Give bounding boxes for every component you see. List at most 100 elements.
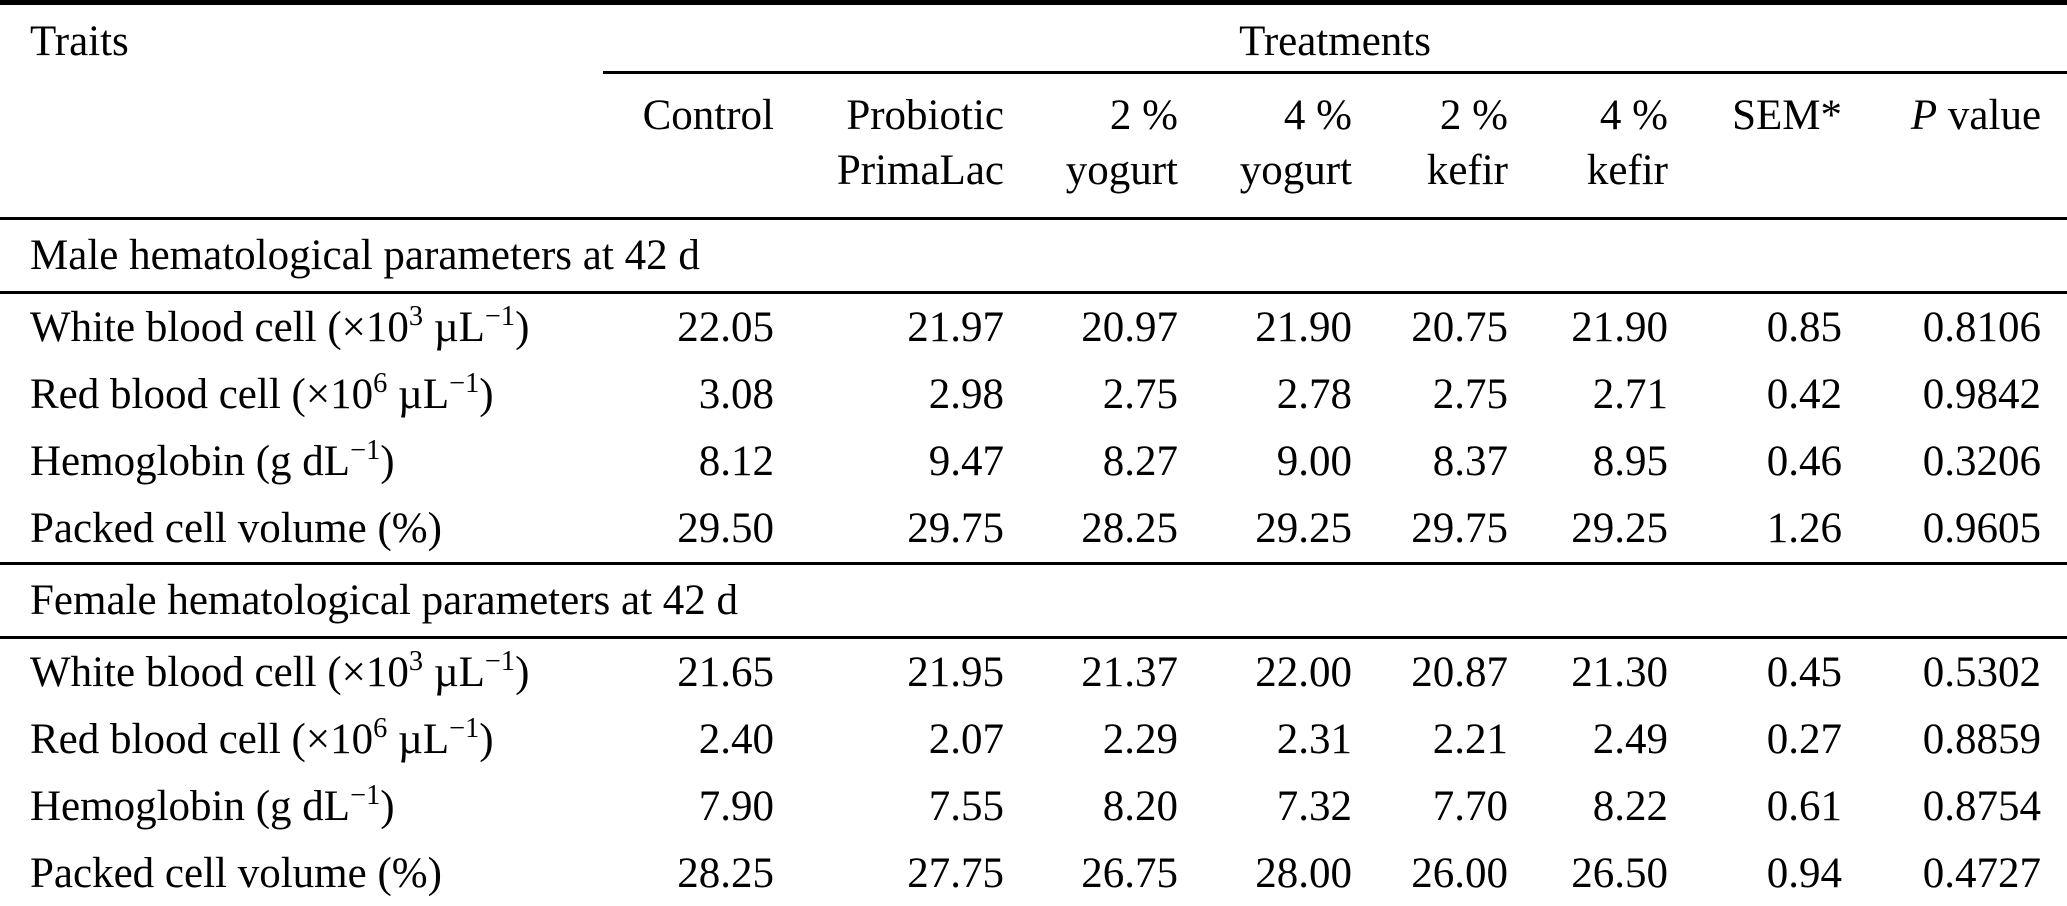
trait-text: ) [380, 438, 395, 485]
trait-superscript: −1 [350, 435, 381, 467]
value-cell: 26.00 [1411, 850, 1508, 897]
value-cell: 29.25 [1571, 505, 1668, 552]
trait-superscript: 3 [408, 301, 424, 333]
trait-text: Red blood cell (×10 [30, 371, 374, 418]
table-row: White blood cell (×103 µL−1) 22.05 21.97 20… [0, 293, 2067, 362]
value-cell: 0.5302 [1922, 649, 2042, 696]
value-cell: 2.98 [928, 371, 1004, 418]
trait-text: ) [515, 649, 530, 696]
value-cell: 8.27 [1102, 438, 1178, 485]
table-row: Red blood cell (×106 µL−1) 2.40 2.07 2.29 2.… [0, 706, 2067, 773]
trait-text: Hemoglobin (g dL [30, 438, 351, 485]
value-cell: 0.8106 [1922, 304, 2042, 351]
value-cell: 22.00 [1255, 649, 1352, 696]
trait-superscript: −1 [449, 368, 480, 400]
section-title: Male hematological parameters at 42 d [30, 232, 700, 279]
value-cell: 20.97 [1081, 304, 1178, 351]
section-male: Male hematological parameters at 42 d [0, 219, 2067, 293]
value-cell: 21.97 [907, 304, 1004, 351]
treatments-group-header: Treatments [603, 2, 2067, 74]
trait-label: Hemoglobin (g dL−1) [0, 428, 603, 495]
column-header-2pct-yogurt: 2 % yogurt [1010, 73, 1184, 219]
column-header-line1: 2 % [1109, 92, 1178, 139]
column-header-line2: yogurt [1065, 147, 1178, 194]
trait-text: µL [387, 716, 450, 763]
table-row: Hemoglobin (g dL−1) 7.90 7.55 8.20 7.32 7.70 8… [0, 773, 2067, 840]
value-cell: 21.65 [677, 649, 774, 696]
section-title-row: Male hematological parameters at 42 d [0, 219, 2067, 293]
value-cell: 0.8859 [1922, 716, 2042, 763]
table-row: Hemoglobin (g dL−1) 8.12 9.47 8.27 9.00 8.37 8… [0, 428, 2067, 495]
trait-text: µL [423, 649, 485, 696]
trait-text: ) [479, 371, 494, 418]
trait-superscript: 6 [373, 368, 388, 400]
value-cell: 21.30 [1571, 649, 1668, 696]
section-female-data: White blood cell (×103 µL−1) 21.65 21.95 21… [0, 638, 2067, 906]
trait-label: Packed cell volume (%) [0, 495, 603, 564]
trait-text: ) [479, 716, 494, 763]
section-title: Female hematological parameters at 42 d [30, 577, 739, 624]
value-cell: 0.9842 [1922, 371, 2042, 418]
column-header-line2: kefir [1586, 147, 1668, 194]
value-cell: 2.31 [1276, 716, 1352, 763]
value-cell: 0.42 [1766, 371, 1842, 418]
trait-label: Packed cell volume (%) [0, 840, 603, 906]
trait-text: ) [380, 783, 395, 830]
column-header-sem: SEM* [1674, 73, 1848, 219]
table-header: Traits Treatments Control Probiotic Prim… [0, 2, 2067, 219]
column-header-4pct-yogurt: 4 % yogurt [1184, 73, 1358, 219]
table-row: Packed cell volume (%) 29.50 29.75 28.25 29.… [0, 495, 2067, 564]
value-cell: 2.21 [1432, 716, 1508, 763]
column-header-line2: PrimaLac [836, 147, 1004, 194]
value-cell: 8.22 [1592, 783, 1668, 830]
value-cell: 8.37 [1432, 438, 1508, 485]
column-header-probiotic-primalac: Probiotic PrimaLac [780, 73, 1010, 219]
trait-superscript: 6 [373, 713, 388, 745]
value-cell: 28.25 [1081, 505, 1178, 552]
value-cell: 3.08 [698, 371, 774, 418]
value-cell: 2.78 [1276, 371, 1352, 418]
value-cell: 2.29 [1102, 716, 1178, 763]
trait-text: White blood cell (×10 [30, 649, 409, 696]
p-italic: P [1910, 92, 1938, 139]
value-cell: 0.85 [1766, 304, 1842, 351]
value-cell: 21.37 [1081, 649, 1178, 696]
trait-label: Hemoglobin (g dL−1) [0, 773, 603, 840]
trait-text: Packed cell volume (%) [30, 505, 442, 552]
table-row: Red blood cell (×106 µL−1) 3.08 2.98 2.75 2.… [0, 361, 2067, 428]
value-cell: 28.00 [1255, 850, 1352, 897]
trait-text: µL [423, 304, 485, 351]
column-header-p-value: P value [1848, 73, 2067, 219]
value-cell: 1.26 [1766, 505, 1842, 552]
column-header-line1: SEM* [1732, 92, 1842, 139]
p-rest: value [1937, 92, 2042, 139]
value-cell: 7.70 [1432, 783, 1508, 830]
column-header-line1: P value [1849, 88, 2041, 143]
trait-superscript: 3 [408, 646, 424, 678]
table-row: White blood cell (×103 µL−1) 21.65 21.95 21… [0, 638, 2067, 707]
value-cell: 0.3206 [1922, 438, 2042, 485]
value-cell: 26.50 [1571, 850, 1668, 897]
column-header-line1: Control [642, 92, 774, 139]
value-cell: 2.71 [1592, 371, 1668, 418]
column-header-2pct-kefir: 2 % kefir [1358, 73, 1514, 219]
value-cell: 21.90 [1571, 304, 1668, 351]
value-cell: 0.46 [1766, 438, 1842, 485]
value-cell: 0.9605 [1922, 505, 2042, 552]
value-cell: 2.49 [1592, 716, 1668, 763]
trait-label: Red blood cell (×106 µL−1) [0, 361, 603, 428]
trait-superscript: −1 [484, 646, 516, 678]
trait-text: µL [387, 371, 450, 418]
value-cell: 29.50 [677, 505, 774, 552]
value-cell: 21.90 [1255, 304, 1352, 351]
column-header-line1: Probiotic [846, 92, 1004, 139]
value-cell: 28.25 [677, 850, 774, 897]
column-header-4pct-kefir: 4 % kefir [1514, 73, 1674, 219]
value-cell: 26.75 [1081, 850, 1178, 897]
trait-superscript: −1 [484, 301, 516, 333]
value-cell: 29.25 [1255, 505, 1352, 552]
value-cell: 0.61 [1766, 783, 1842, 830]
value-cell: 0.4727 [1922, 850, 2042, 897]
value-cell: 29.75 [907, 505, 1004, 552]
